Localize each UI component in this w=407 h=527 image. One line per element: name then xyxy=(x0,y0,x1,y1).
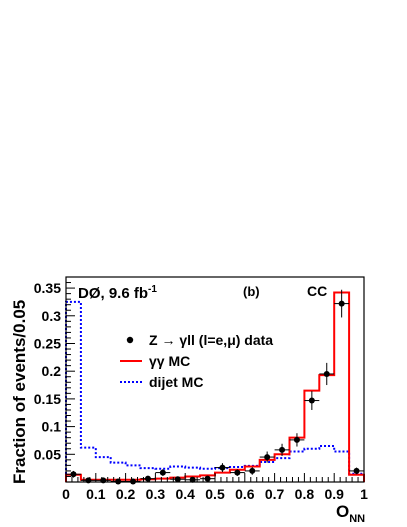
x-axis-label-sub: NN xyxy=(349,513,365,525)
data-point xyxy=(259,451,275,463)
data-point xyxy=(140,475,156,482)
y-tick-label: 0.3 xyxy=(42,308,62,324)
x-tick-label: 0.6 xyxy=(235,486,255,502)
x-tick-label: 0.3 xyxy=(146,486,166,502)
data-point xyxy=(200,475,215,482)
x-tick-label: 0.2 xyxy=(116,486,136,502)
data-point xyxy=(304,391,320,410)
legend: Z → γll (l=e,μ) data γγ MC dijet MC xyxy=(120,332,273,390)
data-point-marker xyxy=(219,464,226,471)
axes-layer: 0 0.1 0.2 0.3 0.4 0.5 0.6 0.7 0.8 0.9 1 0.05 0.1 0.15… xyxy=(34,276,368,502)
data-point-marker xyxy=(159,469,166,476)
x-tick-label: 0.7 xyxy=(265,486,285,502)
x-tick-label: 0 xyxy=(62,486,70,502)
data-point-marker xyxy=(353,467,360,474)
data-point-marker xyxy=(144,475,151,482)
data-point-marker xyxy=(204,475,211,482)
data-point-marker xyxy=(174,476,181,483)
data-point-marker xyxy=(308,397,315,404)
data-point-marker xyxy=(234,469,241,476)
panel-label: (b) xyxy=(243,284,260,299)
data-point-marker xyxy=(264,454,271,461)
data-point xyxy=(349,467,364,475)
series-gg-mc xyxy=(65,291,365,482)
data-point-marker xyxy=(70,471,77,478)
x-tick-label: 1 xyxy=(360,486,368,502)
data-point xyxy=(155,469,171,476)
x-tick-label: 0.4 xyxy=(175,486,195,502)
series-layer xyxy=(65,289,365,485)
y-axis-label: Fraction of events/0.05 xyxy=(10,300,29,484)
legend-entry-dijet-mc: dijet MC xyxy=(120,374,203,390)
series-dijet-mc xyxy=(65,300,365,482)
y-tick-label: 0.15 xyxy=(34,391,61,407)
data-point-marker xyxy=(338,300,345,307)
experiment-label-sup: -1 xyxy=(148,284,157,295)
data-point xyxy=(229,469,245,476)
legend-entry-data: Z → γll (l=e,μ) data xyxy=(126,332,273,348)
y-tick-label: 0.1 xyxy=(42,419,62,435)
x-tick-label: 0.1 xyxy=(86,486,106,502)
y-tick-label: 0.2 xyxy=(42,363,62,379)
legend-label-gg-mc: γγ MC xyxy=(149,353,190,369)
legend-label-dijet-mc: dijet MC xyxy=(149,374,203,390)
data-point-marker xyxy=(279,446,286,453)
y-tick-label: 0.35 xyxy=(34,280,61,296)
data-point xyxy=(289,433,305,447)
data-point xyxy=(244,467,260,475)
data-point-marker xyxy=(293,436,300,443)
y-tick-label: 0.25 xyxy=(34,335,61,351)
x-tick-label: 0.9 xyxy=(324,486,344,502)
data-point-marker xyxy=(249,467,256,474)
region-label: CC xyxy=(307,283,327,299)
experiment-label: DØ, 9.6 fb-1 xyxy=(78,284,157,302)
x-tick-label: 0.5 xyxy=(205,486,225,502)
data-point xyxy=(274,443,290,456)
y-tick-label: 0.05 xyxy=(34,446,61,462)
data-point xyxy=(215,463,230,473)
x-axis-label: ONN xyxy=(336,502,365,525)
x-tick-label: 0.8 xyxy=(295,486,315,502)
legend-label-data: Z → γll (l=e,μ) data xyxy=(149,332,273,348)
legend-entry-gg-mc: γγ MC xyxy=(120,353,190,369)
legend-marker-data xyxy=(126,336,134,344)
data-point xyxy=(66,470,81,478)
data-point xyxy=(334,289,350,318)
data-point-marker xyxy=(323,370,330,377)
data-point xyxy=(319,362,335,386)
